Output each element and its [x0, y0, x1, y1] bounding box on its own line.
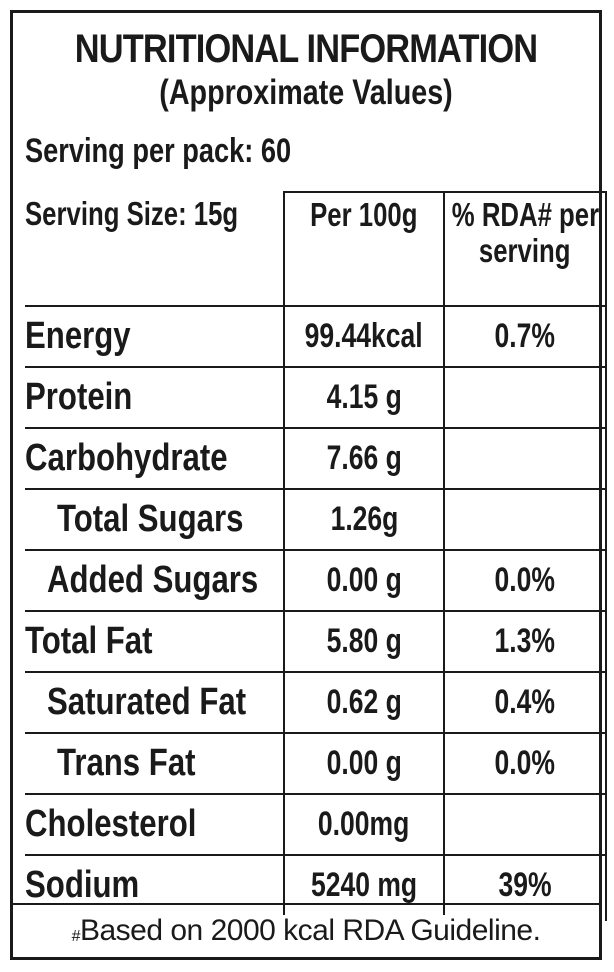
- nutrient-row: Cholesterol 0.00mg: [25, 793, 605, 854]
- nutrient-row: Sodium 5240 mg 39%: [25, 854, 605, 915]
- nutrient-per100: 5240 mg: [310, 866, 418, 904]
- table-right-border: [605, 191, 607, 921]
- nutrient-per100-cell: 7.66 g: [283, 427, 443, 488]
- nutrient-per100-cell: 4.15 g: [283, 366, 443, 427]
- nutrient-row: Trans Fat 0.00 g 0.0%: [25, 732, 605, 793]
- nutrition-label: NUTRITIONAL INFORMATION (Approximate Val…: [10, 10, 607, 960]
- nutrient-rda-cell: 1.3%: [443, 610, 605, 671]
- nutrient-per100: 0.00 g: [326, 744, 402, 782]
- nutrient-rda: 1.3%: [494, 622, 556, 660]
- nutrient-per100: 1.26g: [330, 500, 398, 538]
- label-title: NUTRITIONAL INFORMATION: [74, 27, 538, 71]
- nutrient-name: Added Sugars: [47, 559, 259, 601]
- nutrient-rda: 39%: [498, 866, 552, 904]
- nutrient-rda-cell: 39%: [443, 854, 605, 915]
- nutrient-name: Sodium: [25, 864, 140, 906]
- nutrient-row: Energy 99.44kcal 0.7%: [25, 305, 605, 366]
- nutrient-row: Added Sugars 0.00 g 0.0%: [25, 549, 605, 610]
- label-subtitle: (Approximate Values): [159, 73, 453, 112]
- nutrient-rda: 0.4%: [494, 683, 556, 721]
- header-per-100g-text: Per 100g: [310, 196, 418, 233]
- header-serving-size-text: Serving Size: 15g: [25, 195, 239, 232]
- header-per-100g: Per 100g: [283, 191, 443, 305]
- nutrient-name-cell: Carbohydrate: [25, 427, 283, 488]
- nutrient-name: Cholesterol: [25, 803, 197, 845]
- nutrient-row: Total Sugars 1.26g: [25, 488, 605, 549]
- nutrient-name-cell: Protein: [25, 366, 283, 427]
- header-serving-size: Serving Size: 15g: [25, 191, 283, 305]
- nutrient-name-cell: Total Sugars: [25, 488, 283, 549]
- nutrient-per100: 0.62 g: [326, 683, 402, 721]
- nutrient-rda-cell: 0.7%: [443, 305, 605, 366]
- nutrient-per100-cell: 99.44kcal: [283, 305, 443, 366]
- nutrient-per100-cell: 0.62 g: [283, 671, 443, 732]
- nutrition-table: Serving Size: 15g Per 100g % RDA# per se…: [25, 191, 607, 921]
- nutrient-name-cell: Trans Fat: [25, 732, 283, 793]
- nutrient-name: Total Sugars: [57, 498, 244, 540]
- header-rda: % RDA# per serving: [443, 191, 605, 305]
- serving-per-pack: Serving per pack: 60: [25, 132, 292, 170]
- nutrient-rda-cell: [443, 793, 605, 854]
- nutrient-per100: 0.00 g: [326, 561, 402, 599]
- nutrient-rda-cell: 0.0%: [443, 549, 605, 610]
- nutrient-per100-cell: 5240 mg: [283, 854, 443, 915]
- header-rda-line2: serving: [479, 232, 571, 269]
- nutrient-per100-cell: 1.26g: [283, 488, 443, 549]
- nutrient-rda-cell: [443, 427, 605, 488]
- nutrient-per100: 4.15 g: [326, 378, 402, 416]
- footnote: # Based on 2000 kcal RDA Guideline.: [13, 903, 599, 957]
- nutrient-per100: 99.44kcal: [304, 317, 423, 355]
- nutrient-per100-cell: 0.00 g: [283, 732, 443, 793]
- nutrient-row: Saturated Fat 0.62 g 0.4%: [25, 671, 605, 732]
- nutrient-name: Energy: [25, 315, 131, 357]
- nutrient-name: Trans Fat: [57, 742, 196, 784]
- nutrient-name-cell: Energy: [25, 305, 283, 366]
- table-header-row: Serving Size: 15g Per 100g % RDA# per se…: [25, 191, 605, 305]
- nutrient-per100-cell: 0.00mg: [283, 793, 443, 854]
- nutrient-rda-cell: [443, 366, 605, 427]
- nutrient-name-cell: Saturated Fat: [25, 671, 283, 732]
- nutrient-rda-cell: [443, 488, 605, 549]
- nutrient-row: Carbohydrate 7.66 g: [25, 427, 605, 488]
- nutrient-name-cell: Added Sugars: [25, 549, 283, 610]
- footnote-mark: #: [71, 928, 81, 945]
- header-rda-line1: % RDA# per: [451, 196, 599, 233]
- nutrient-name: Saturated Fat: [47, 681, 247, 723]
- nutrient-name: Protein: [25, 376, 133, 418]
- footnote-text: Based on 2000 kcal RDA Guideline.: [79, 914, 541, 947]
- nutrient-rda-cell: 0.4%: [443, 671, 605, 732]
- nutrient-rda: 0.0%: [494, 744, 556, 782]
- nutrient-name: Carbohydrate: [25, 437, 228, 479]
- nutrient-per100: 7.66 g: [326, 439, 402, 477]
- nutrient-per100: 0.00mg: [318, 805, 410, 843]
- nutrient-per100: 5.80 g: [326, 622, 402, 660]
- nutrient-name-cell: Total Fat: [25, 610, 283, 671]
- nutrient-per100-cell: 5.80 g: [283, 610, 443, 671]
- nutrient-row: Total Fat 5.80 g 1.3%: [25, 610, 605, 671]
- nutrient-name: Total Fat: [25, 620, 153, 662]
- nutrient-rda: 0.0%: [494, 561, 556, 599]
- nutrient-row: Protein 4.15 g: [25, 366, 605, 427]
- nutrient-rda-cell: 0.0%: [443, 732, 605, 793]
- nutrient-name-cell: Cholesterol: [25, 793, 283, 854]
- nutrient-per100-cell: 0.00 g: [283, 549, 443, 610]
- nutrient-rda: 0.7%: [494, 317, 556, 355]
- nutrient-name-cell: Sodium: [25, 854, 283, 915]
